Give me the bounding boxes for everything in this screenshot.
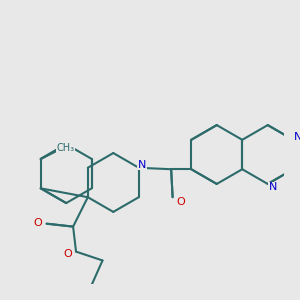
Text: O: O	[177, 197, 185, 207]
Text: CH₃: CH₃	[57, 143, 75, 153]
Text: N: N	[269, 182, 277, 192]
Text: O: O	[63, 249, 72, 259]
Text: N: N	[294, 132, 300, 142]
Text: N: N	[138, 160, 146, 170]
Text: O: O	[34, 218, 43, 228]
